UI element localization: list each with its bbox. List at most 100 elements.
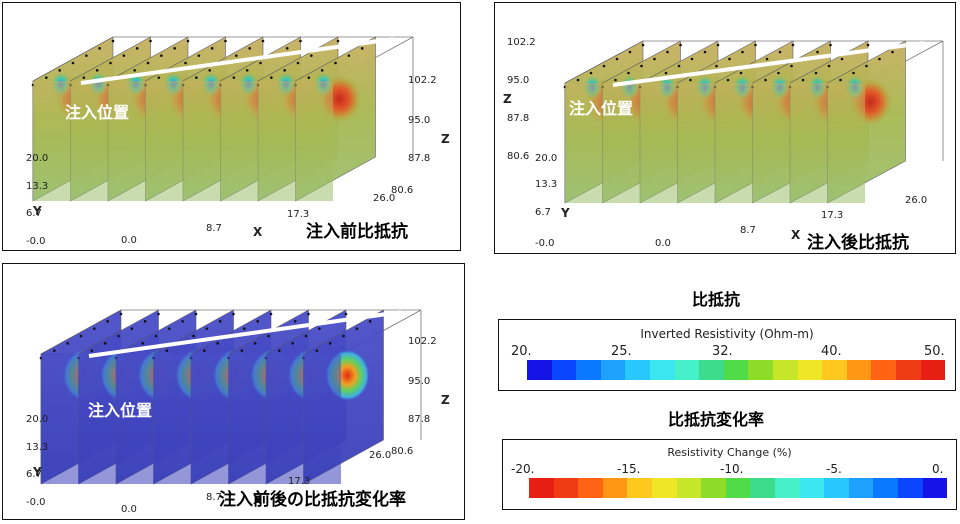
electrode-point — [165, 349, 169, 352]
legend-resistivity: Inverted Resistivity (Ohm-m) 20. 25. 32.… — [498, 319, 956, 391]
front-face — [565, 83, 865, 203]
legend-heading-resistivity: 比抵抗 — [692, 290, 741, 309]
colorbar-swatch — [651, 478, 677, 498]
electrode-point — [218, 320, 222, 323]
electrode-point — [778, 50, 782, 54]
x-tick-label: 26.0 — [369, 450, 391, 461]
electrode-point — [95, 69, 99, 72]
electrode-point — [195, 76, 198, 79]
panel-caption-change: 注入前後の比抵抗変化率 — [219, 490, 406, 510]
electrode-point — [814, 71, 818, 75]
electrode-point — [160, 54, 163, 57]
electrode-point — [133, 69, 136, 72]
front-face — [41, 354, 341, 484]
electrode-point — [589, 71, 593, 75]
electrode-point — [224, 39, 227, 43]
electrode-point — [66, 342, 69, 345]
colorbar-swatch — [625, 360, 650, 380]
electrode-point — [368, 320, 372, 323]
electrode-point — [852, 71, 855, 75]
electrode-point — [653, 57, 656, 61]
y-tick-label: 13.3 — [535, 179, 557, 190]
electrode-point — [111, 39, 115, 43]
electrode-point — [135, 47, 139, 50]
electrode-point — [293, 320, 297, 323]
y-tick-label: -0.0 — [535, 238, 555, 249]
electrode-point — [739, 71, 743, 75]
electrode-point — [181, 320, 184, 323]
electrode-point — [253, 342, 257, 345]
y-tick-label: 13.3 — [26, 181, 48, 192]
electrode-point — [106, 320, 109, 323]
electrode-point — [240, 349, 244, 352]
electrode-point — [664, 71, 668, 75]
electrode-point — [829, 43, 832, 47]
electrode-point — [690, 57, 694, 61]
electrode-point — [360, 47, 364, 50]
electrode-point — [216, 342, 219, 345]
electrode-point — [627, 71, 630, 75]
x-tick-label: 8.7 — [206, 223, 222, 234]
electrode-point — [878, 57, 881, 61]
electrode-point — [194, 312, 198, 316]
electrode-point — [866, 43, 870, 47]
electrode-point — [285, 47, 289, 50]
colorbar-swatch — [897, 478, 923, 498]
legend-heading-change: 比抵抗変化率 — [668, 410, 765, 429]
electrode-point — [791, 43, 795, 47]
injection-position-label: 注入位置 — [88, 401, 153, 420]
electrode-point — [689, 78, 692, 82]
electrode-point — [614, 78, 617, 82]
electrode-point — [840, 57, 844, 61]
electrode-point — [119, 312, 123, 316]
electrode-point — [679, 43, 682, 47]
electrode-point — [891, 50, 894, 54]
electrode-point — [232, 76, 236, 79]
z-tick-label: 80.6 — [391, 446, 413, 457]
electrode-point — [764, 78, 767, 82]
colorbar-swatch — [797, 360, 823, 380]
injection-line — [612, 41, 924, 87]
electrode-point — [192, 334, 195, 338]
legend-change: Resistivity Change (%) -20. -15. -10. -5… — [502, 439, 957, 510]
electrode-point — [197, 54, 201, 57]
electrode-point — [304, 334, 308, 338]
electrode-point — [355, 327, 359, 330]
legend-tick: -20. — [511, 462, 535, 476]
electrode-point — [576, 78, 580, 82]
y-tick-label: 13.3 — [26, 442, 48, 453]
y-tick-label: 20.0 — [26, 414, 48, 425]
panel-caption-before: 注入前比抵抗 — [306, 222, 408, 242]
colorbar-swatch — [701, 478, 726, 498]
electrode-point — [157, 312, 160, 316]
electrode-point — [130, 327, 134, 330]
electrode-point — [245, 69, 249, 72]
electrode-point — [641, 43, 645, 47]
electrode-point — [267, 334, 270, 338]
electrode-point — [728, 57, 731, 61]
electrode-point — [184, 61, 187, 65]
z-tick-label: 95.0 — [408, 115, 430, 126]
y-tick-label: -0.0 — [26, 236, 46, 247]
colorbar-swatch — [602, 478, 628, 498]
electrode-point — [141, 342, 144, 345]
z-tick-label: 102.2 — [408, 75, 437, 86]
volume-plot-before: -0.0 6.7 13.3 20.0 Y 80.6 87.8 95.0 102.2 Z 0.0 8.7… — [26, 36, 450, 247]
z-tick-label: 87.8 — [507, 113, 529, 124]
electrode-point — [342, 334, 345, 338]
y-tick-label: 6.7 — [26, 469, 42, 480]
electrode-point — [716, 43, 720, 47]
electrode-point — [703, 50, 707, 54]
x-tick-label: 8.7 — [206, 492, 222, 503]
electrode-point — [146, 61, 150, 65]
electrode-point — [347, 54, 351, 57]
z-tick-label: 95.0 — [507, 75, 529, 86]
electrode-point — [296, 61, 300, 65]
electrode-point — [726, 78, 730, 82]
colorbar-swatch — [772, 360, 798, 380]
x-axis-name: X — [253, 493, 263, 507]
y-tick-label: 6.7 — [535, 207, 551, 218]
electrode-point — [71, 61, 75, 65]
electrode-point — [790, 64, 793, 68]
x-tick-label: 0.0 — [655, 238, 671, 249]
